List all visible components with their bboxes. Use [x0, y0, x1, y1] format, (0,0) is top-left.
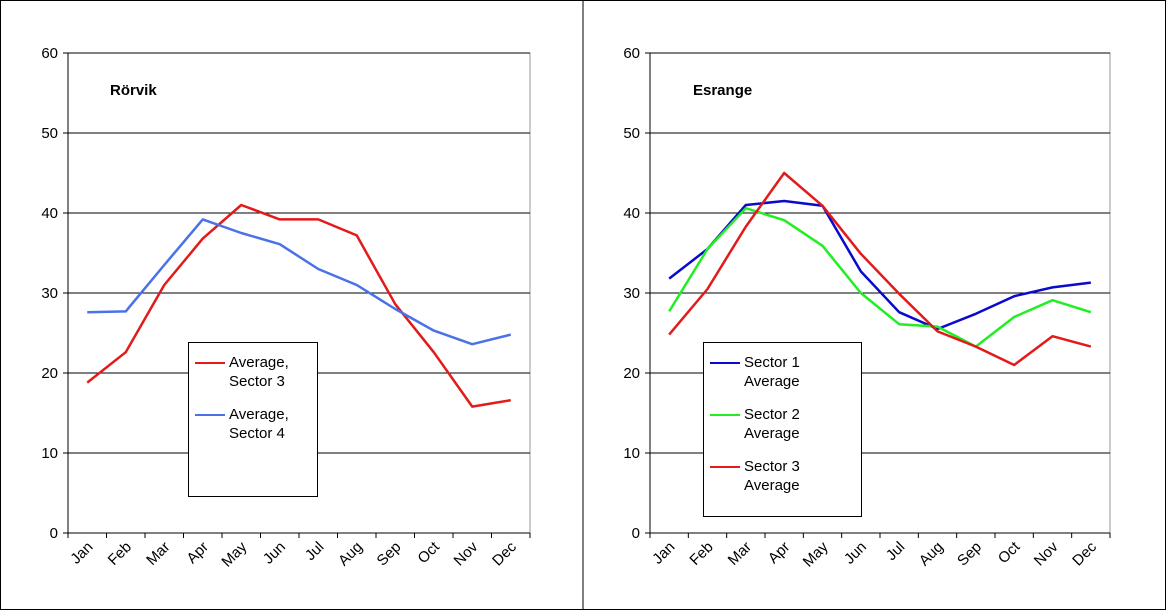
y-tick-label: 20: [623, 365, 640, 382]
y-tick-label: 10: [623, 445, 640, 462]
line-series: [668, 199, 1091, 331]
legend: Sector 1 Average Sector 2 Average Sector 3…: [703, 342, 862, 517]
legend-entry: Sector 1 Average: [710, 353, 855, 391]
legend-swatch: [710, 414, 740, 416]
legend-label: Sector 1 Average: [744, 354, 800, 390]
legend-entry: Sector 2 Average: [710, 405, 855, 443]
x-tick-label: Jul: [302, 539, 328, 565]
x-tick-label: Dec: [1069, 538, 1100, 569]
x-tick-label: May: [218, 538, 250, 570]
x-tick-label: Aug: [335, 539, 366, 570]
x-tick-label: Jun: [841, 539, 870, 568]
y-tick-label: 60: [623, 45, 640, 62]
y-tick-label: 30: [623, 285, 640, 302]
legend-swatch: [710, 466, 740, 468]
legend-entry: Average, Sector 4: [195, 405, 311, 443]
x-tick-label: Nov: [451, 538, 482, 569]
x-tick-label: Feb: [686, 539, 716, 569]
x-tick-label: Jun: [260, 539, 289, 568]
x-tick-label: Nov: [1031, 538, 1062, 569]
x-tick-label: Apr: [765, 539, 794, 568]
y-tick-label: 40: [41, 205, 58, 222]
line-series: [86, 203, 511, 408]
legend-label: Sector 2 Average: [744, 406, 800, 442]
x-tick-label: Sep: [374, 539, 405, 570]
legend: Average, Sector 3 Average, Sector 4: [188, 342, 318, 497]
y-tick-label: 0: [632, 525, 640, 542]
legend-label: Average, Sector 3: [229, 354, 289, 390]
x-tick-label: May: [800, 538, 832, 570]
x-tick-label: Feb: [105, 539, 135, 569]
y-tick-label: 30: [41, 285, 58, 302]
line-series: [668, 171, 1092, 367]
chart-title: Rörvik: [110, 82, 157, 99]
line-series: [87, 218, 512, 346]
y-tick-label: 0: [50, 525, 58, 542]
y-tick-label: 50: [623, 125, 640, 142]
legend-entry: Sector 3 Average: [710, 457, 855, 495]
x-tick-label: Jan: [649, 539, 678, 568]
x-tick-label: Mar: [725, 539, 755, 569]
x-tick-label: Oct: [995, 538, 1024, 567]
x-tick-label: Jan: [67, 539, 96, 568]
line-series: [668, 206, 1092, 348]
x-tick-label: Oct: [414, 538, 443, 567]
y-tick-label: 20: [41, 365, 58, 382]
legend-swatch: [710, 362, 740, 364]
legend-label: Average, Sector 4: [229, 406, 289, 442]
x-tick-label: Dec: [489, 538, 520, 569]
x-tick-label: Sep: [954, 539, 985, 570]
legend-label: Sector 3 Average: [744, 458, 800, 494]
legend-swatch: [195, 362, 225, 364]
y-tick-label: 60: [41, 45, 58, 62]
y-tick-label: 50: [41, 125, 58, 142]
legend-swatch: [195, 414, 225, 416]
y-tick-label: 10: [41, 445, 58, 462]
legend-entry: Average, Sector 3: [195, 353, 311, 391]
x-tick-label: Aug: [916, 539, 947, 570]
x-tick-label: Jul: [883, 539, 909, 565]
x-tick-label: Apr: [183, 539, 212, 568]
y-tick-label: 40: [623, 205, 640, 222]
chart-title: Esrange: [693, 82, 752, 99]
x-tick-label: Mar: [143, 539, 173, 569]
